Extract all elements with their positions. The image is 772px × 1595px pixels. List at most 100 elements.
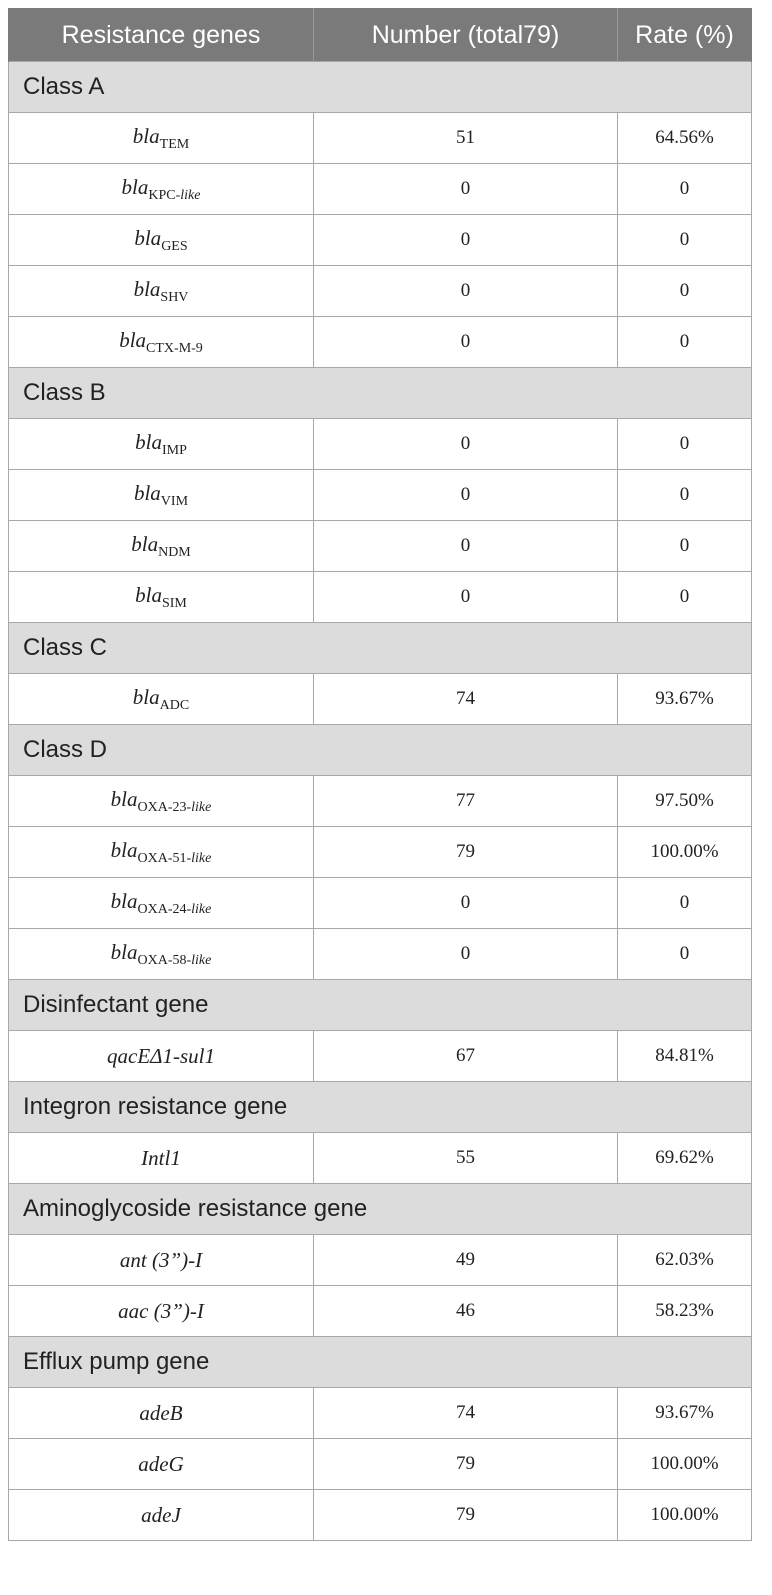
table-row: blaTEM 51 64.56% xyxy=(8,112,752,164)
gene-base: bla xyxy=(132,684,160,709)
gene-base: bla xyxy=(131,531,159,556)
rate-cell: 69.62% xyxy=(617,1132,752,1184)
table-row: adeG 79 100.00% xyxy=(8,1438,752,1490)
number-cell: 0 xyxy=(313,877,618,929)
gene-subscript: SIM xyxy=(162,596,187,611)
table-row: blaSHV 0 0 xyxy=(8,265,752,317)
table-row: blaCTX-M-9 0 0 xyxy=(8,316,752,368)
resistance-genes-table: Resistance genes Number (total79) Rate (… xyxy=(8,8,752,1541)
table-row: blaGES 0 0 xyxy=(8,214,752,266)
rate-cell: 0 xyxy=(617,265,752,317)
section-row: Class C xyxy=(8,622,752,674)
rate-cell: 0 xyxy=(617,928,752,980)
number-cell: 0 xyxy=(313,214,618,266)
gene-subscript-text: OXA-23- xyxy=(137,799,192,815)
gene-subscript: VIM xyxy=(161,494,188,509)
gene-subscript-italic: like xyxy=(191,799,212,815)
table-row: adeJ 79 100.00% xyxy=(8,1489,752,1541)
gene-cell: blaGES xyxy=(8,214,314,266)
gene-cell: blaTEM xyxy=(8,112,314,164)
gene-cell: adeJ xyxy=(8,1489,314,1541)
rate-cell: 0 xyxy=(617,520,752,572)
gene-subscript-italic: like xyxy=(191,952,212,968)
gene-subscript: GES xyxy=(161,239,187,254)
number-cell: 74 xyxy=(313,1387,618,1439)
gene-cell: blaCTX-M-9 xyxy=(8,316,314,368)
gene-cell: adeB xyxy=(8,1387,314,1439)
gene-name: adeB xyxy=(139,1400,183,1425)
gene-subscript: CTX-M-9 xyxy=(146,341,203,356)
rate-cell: 84.81% xyxy=(617,1030,752,1082)
gene-subscript-text: OXA-24- xyxy=(137,901,192,917)
rate-cell: 100.00% xyxy=(617,1438,752,1490)
gene-base: bla xyxy=(133,480,161,505)
number-cell: 0 xyxy=(313,163,618,215)
gene-cell: blaOXA-58-like xyxy=(8,928,314,980)
number-cell: 79 xyxy=(313,1489,618,1541)
gene-subscript-text: CTX-M-9 xyxy=(146,340,203,356)
gene-cell: blaIMP xyxy=(8,418,314,470)
gene-name: Intl1 xyxy=(141,1145,181,1170)
gene-base: bla xyxy=(110,837,138,862)
gene-cell: qacEΔ1-sul1 xyxy=(8,1030,314,1082)
gene-cell: blaOXA-23-like xyxy=(8,775,314,827)
gene-base: bla xyxy=(134,225,162,250)
gene-base: bla xyxy=(110,786,138,811)
number-cell: 0 xyxy=(313,418,618,470)
section-row: Class D xyxy=(8,724,752,776)
rate-cell: 62.03% xyxy=(617,1234,752,1286)
gene-subscript-italic: like xyxy=(191,901,212,917)
number-cell: 46 xyxy=(313,1285,618,1337)
number-cell: 0 xyxy=(313,520,618,572)
table-row: blaOXA-58-like 0 0 xyxy=(8,928,752,980)
gene-subscript: OXA-58-like xyxy=(137,953,211,968)
number-cell: 0 xyxy=(313,571,618,623)
gene-base: bla xyxy=(119,327,147,352)
gene-subscript-text: NDM xyxy=(158,544,191,560)
number-cell: 51 xyxy=(313,112,618,164)
table-row: blaVIM 0 0 xyxy=(8,469,752,521)
rate-cell: 0 xyxy=(617,571,752,623)
gene-cell: blaADC xyxy=(8,673,314,725)
number-cell: 79 xyxy=(313,826,618,878)
table-row: qacEΔ1-sul1 67 84.81% xyxy=(8,1030,752,1082)
section-title: Integron resistance gene xyxy=(8,1081,752,1133)
table-row: blaIMP 0 0 xyxy=(8,418,752,470)
rate-cell: 0 xyxy=(617,469,752,521)
number-cell: 0 xyxy=(313,469,618,521)
section-title: Disinfectant gene xyxy=(8,979,752,1031)
gene-cell: blaKPC-like xyxy=(8,163,314,215)
gene-subscript: OXA-24-like xyxy=(137,902,211,917)
header-resistance-genes: Resistance genes xyxy=(8,8,314,62)
number-cell: 67 xyxy=(313,1030,618,1082)
table-row: blaOXA-24-like 0 0 xyxy=(8,877,752,929)
table-row: adeB 74 93.67% xyxy=(8,1387,752,1439)
header-number: Number (total79) xyxy=(313,8,618,62)
section-title: Class C xyxy=(8,622,752,674)
section-title: Aminoglycoside resistance gene xyxy=(8,1183,752,1235)
gene-cell: blaSIM xyxy=(8,571,314,623)
rate-cell: 0 xyxy=(617,877,752,929)
gene-subscript-text: KPC- xyxy=(148,187,181,203)
number-cell: 0 xyxy=(313,316,618,368)
section-title: Class D xyxy=(8,724,752,776)
rate-cell: 0 xyxy=(617,418,752,470)
rate-cell: 97.50% xyxy=(617,775,752,827)
gene-name: aac (3”)-I xyxy=(118,1298,204,1323)
rate-cell: 64.56% xyxy=(617,112,752,164)
rate-cell: 100.00% xyxy=(617,1489,752,1541)
gene-cell: aac (3”)-I xyxy=(8,1285,314,1337)
gene-subscript-text: SIM xyxy=(161,595,187,611)
gene-cell: blaVIM xyxy=(8,469,314,521)
number-cell: 0 xyxy=(313,928,618,980)
gene-subscript: SHV xyxy=(160,290,188,305)
gene-subscript-text: OXA-51- xyxy=(137,850,192,866)
gene-cell: blaOXA-24-like xyxy=(8,877,314,929)
rate-cell: 0 xyxy=(617,163,752,215)
number-cell: 77 xyxy=(313,775,618,827)
gene-name: ant (3”)-I xyxy=(119,1247,203,1272)
table-row: blaSIM 0 0 xyxy=(8,571,752,623)
gene-subscript-text: IMP xyxy=(161,442,187,458)
gene-cell: Intl1 xyxy=(8,1132,314,1184)
gene-subscript: KPC-like xyxy=(148,188,200,203)
